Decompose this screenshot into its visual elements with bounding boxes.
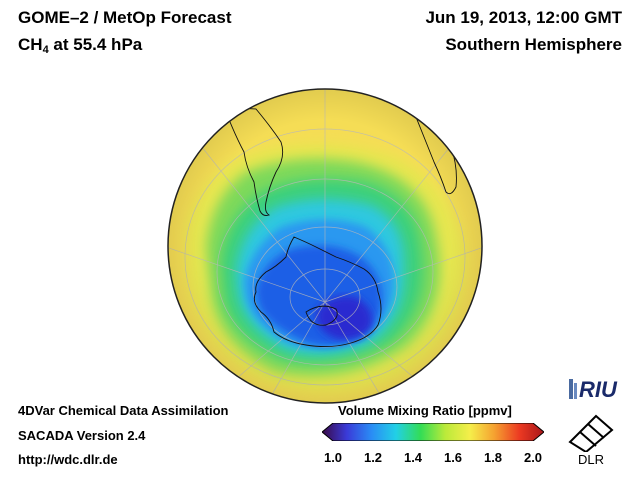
colorbar-gradient: [322, 423, 544, 441]
colorbar-tick-label: 1.2: [363, 450, 383, 465]
colorbar-title: Volume Mixing Ratio [ppmv]: [338, 403, 512, 418]
map-title: GOME–2 / MetOp Forecast: [18, 8, 232, 27]
footer-url: http://wdc.dlr.de: [18, 452, 118, 467]
colorbar-tick-label: 1.8: [483, 450, 503, 465]
colorbar-tick-label: 1.4: [403, 450, 423, 465]
hemisphere-label: Southern Hemisphere: [445, 35, 622, 54]
globe-outline: [167, 88, 483, 404]
dlr-logo: [568, 414, 614, 452]
dlr-logo-text: DLR: [578, 452, 605, 467]
footer-version: SACADA Version 2.4: [18, 428, 146, 443]
colorbar-tick-label: 1.0: [323, 450, 343, 465]
footer-assimilation: 4DVar Chemical Data Assimilation: [18, 403, 229, 418]
globe-field: [168, 89, 482, 403]
riu-logo-text: RIU: [579, 377, 618, 402]
colorbar: [322, 423, 544, 441]
species-main: CH: [18, 35, 43, 54]
colorbar-tick-label: 1.6: [443, 450, 463, 465]
species-label: CH4 at 55.4 hPa: [18, 35, 142, 56]
globe-map: [167, 88, 483, 404]
species-subscript: 4: [42, 44, 49, 56]
riu-logo: RIU: [569, 377, 618, 402]
colorbar-tick-label: 2.0: [523, 450, 543, 465]
forecast-date: Jun 19, 2013, 12:00 GMT: [425, 8, 622, 27]
species-level: at 55.4 hPa: [48, 35, 143, 54]
